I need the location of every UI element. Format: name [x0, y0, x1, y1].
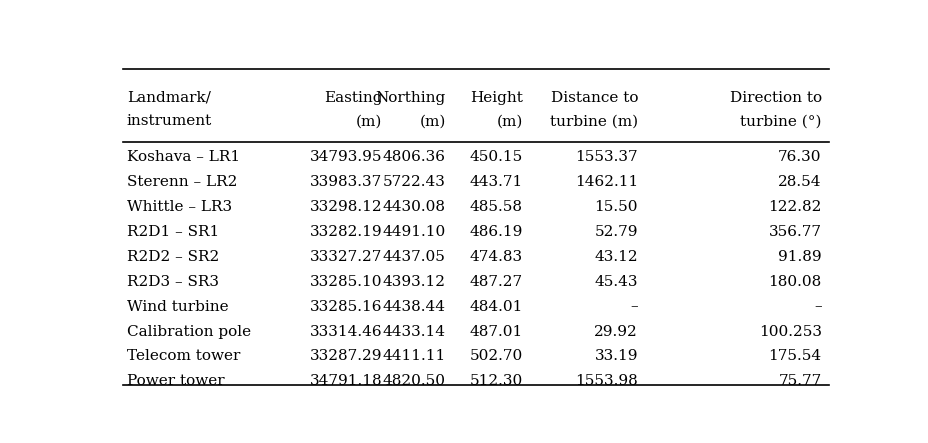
Text: 33282.19: 33282.19 — [310, 225, 382, 239]
Text: 75.77: 75.77 — [778, 374, 821, 389]
Text: 33983.37: 33983.37 — [310, 175, 382, 189]
Text: 487.27: 487.27 — [470, 275, 522, 289]
Text: Whittle – LR3: Whittle – LR3 — [127, 200, 232, 214]
Text: 5722.43: 5722.43 — [382, 175, 445, 189]
Text: turbine (m): turbine (m) — [549, 114, 638, 128]
Text: Wind turbine: Wind turbine — [127, 299, 228, 314]
Text: 33287.29: 33287.29 — [310, 350, 382, 363]
Text: Distance to: Distance to — [550, 90, 638, 105]
Text: 484.01: 484.01 — [469, 299, 522, 314]
Text: –: – — [630, 299, 638, 314]
Text: Sterenn – LR2: Sterenn – LR2 — [127, 175, 237, 189]
Text: 450.15: 450.15 — [470, 150, 522, 164]
Text: 356.77: 356.77 — [767, 225, 821, 239]
Text: Calibration pole: Calibration pole — [127, 325, 251, 338]
Text: 33327.27: 33327.27 — [310, 250, 382, 264]
Text: 4430.08: 4430.08 — [382, 200, 445, 214]
Text: 1553.98: 1553.98 — [574, 374, 638, 389]
Text: R2D3 – SR3: R2D3 – SR3 — [127, 275, 219, 289]
Text: 4437.05: 4437.05 — [382, 250, 445, 264]
Text: 28.54: 28.54 — [778, 175, 821, 189]
Text: Landmark/: Landmark/ — [127, 90, 211, 105]
Text: –: – — [813, 299, 821, 314]
Text: Direction to: Direction to — [728, 90, 821, 105]
Text: 175.54: 175.54 — [767, 350, 821, 363]
Text: 34793.95: 34793.95 — [310, 150, 382, 164]
Text: 76.30: 76.30 — [778, 150, 821, 164]
Text: 4393.12: 4393.12 — [382, 275, 445, 289]
Text: 487.01: 487.01 — [470, 325, 522, 338]
Text: 180.08: 180.08 — [767, 275, 821, 289]
Text: 43.12: 43.12 — [594, 250, 638, 264]
Text: 4491.10: 4491.10 — [382, 225, 445, 239]
Text: 485.58: 485.58 — [470, 200, 522, 214]
Text: 474.83: 474.83 — [470, 250, 522, 264]
Text: 443.71: 443.71 — [470, 175, 522, 189]
Text: 4820.50: 4820.50 — [382, 374, 445, 389]
Text: 33314.46: 33314.46 — [310, 325, 382, 338]
Text: Power tower: Power tower — [127, 374, 225, 389]
Text: 512.30: 512.30 — [470, 374, 522, 389]
Text: Telecom tower: Telecom tower — [127, 350, 240, 363]
Text: 4438.44: 4438.44 — [382, 299, 445, 314]
Text: Height: Height — [470, 90, 522, 105]
Text: (m): (m) — [496, 114, 522, 128]
Text: Koshava – LR1: Koshava – LR1 — [127, 150, 239, 164]
Text: (m): (m) — [355, 114, 382, 128]
Text: 91.89: 91.89 — [778, 250, 821, 264]
Text: (m): (m) — [419, 114, 445, 128]
Text: 33.19: 33.19 — [594, 350, 638, 363]
Text: 52.79: 52.79 — [594, 225, 638, 239]
Text: 4806.36: 4806.36 — [382, 150, 445, 164]
Text: 1553.37: 1553.37 — [574, 150, 638, 164]
Text: 33285.10: 33285.10 — [310, 275, 382, 289]
Text: Easting: Easting — [324, 90, 382, 105]
Text: instrument: instrument — [127, 114, 212, 128]
Text: Northing: Northing — [375, 90, 445, 105]
Text: 486.19: 486.19 — [469, 225, 522, 239]
Text: 34791.18: 34791.18 — [310, 374, 382, 389]
Text: 1462.11: 1462.11 — [574, 175, 638, 189]
Text: 502.70: 502.70 — [470, 350, 522, 363]
Text: turbine (°): turbine (°) — [740, 114, 821, 128]
Text: 100.253: 100.253 — [758, 325, 821, 338]
Text: 122.82: 122.82 — [767, 200, 821, 214]
Text: R2D1 – SR1: R2D1 – SR1 — [127, 225, 219, 239]
Text: R2D2 – SR2: R2D2 – SR2 — [127, 250, 219, 264]
Text: 4433.14: 4433.14 — [382, 325, 445, 338]
Text: 33285.16: 33285.16 — [310, 299, 382, 314]
Text: 15.50: 15.50 — [594, 200, 638, 214]
Text: 29.92: 29.92 — [594, 325, 638, 338]
Text: 45.43: 45.43 — [594, 275, 638, 289]
Text: 33298.12: 33298.12 — [310, 200, 382, 214]
Text: 4411.11: 4411.11 — [382, 350, 445, 363]
